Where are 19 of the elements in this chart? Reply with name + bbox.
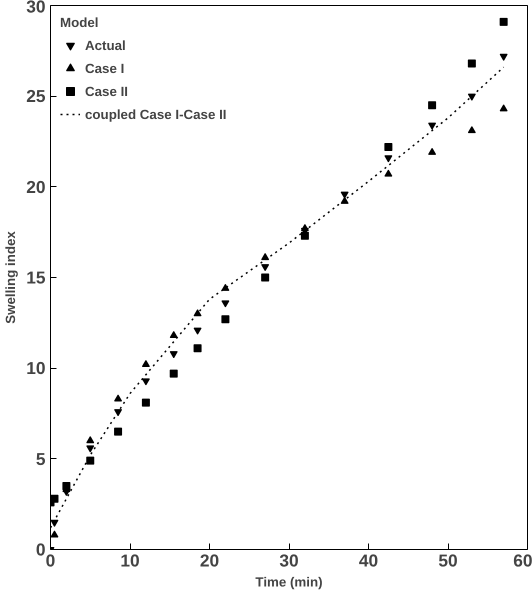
- y-axis-title: Swelling index: [3, 230, 18, 324]
- x-tick-label: 60: [513, 550, 532, 570]
- legend-label: coupled Case I-Case II: [85, 106, 226, 122]
- x-tick-label: 50: [438, 550, 458, 570]
- legend-label: Case I: [85, 60, 124, 76]
- y-tick-label: 15: [26, 268, 46, 288]
- legend-label: Actual: [85, 38, 126, 52]
- x-tick-label: 10: [120, 550, 140, 570]
- y-tick-label: 20: [26, 176, 46, 197]
- legend-label: Case II: [85, 84, 128, 98]
- x-tick-label: 20: [200, 550, 220, 570]
- y-tick-label: 10: [26, 358, 46, 378]
- x-tick-label: 30: [279, 550, 299, 570]
- x-axis-title: Time (min): [255, 574, 323, 590]
- legend-title: Model: [60, 15, 100, 30]
- y-tick-label: 5: [36, 448, 46, 469]
- y-tick-label: 30: [26, 0, 46, 16]
- y-tick-label: 25: [26, 86, 46, 106]
- x-tick-label: 40: [358, 550, 378, 570]
